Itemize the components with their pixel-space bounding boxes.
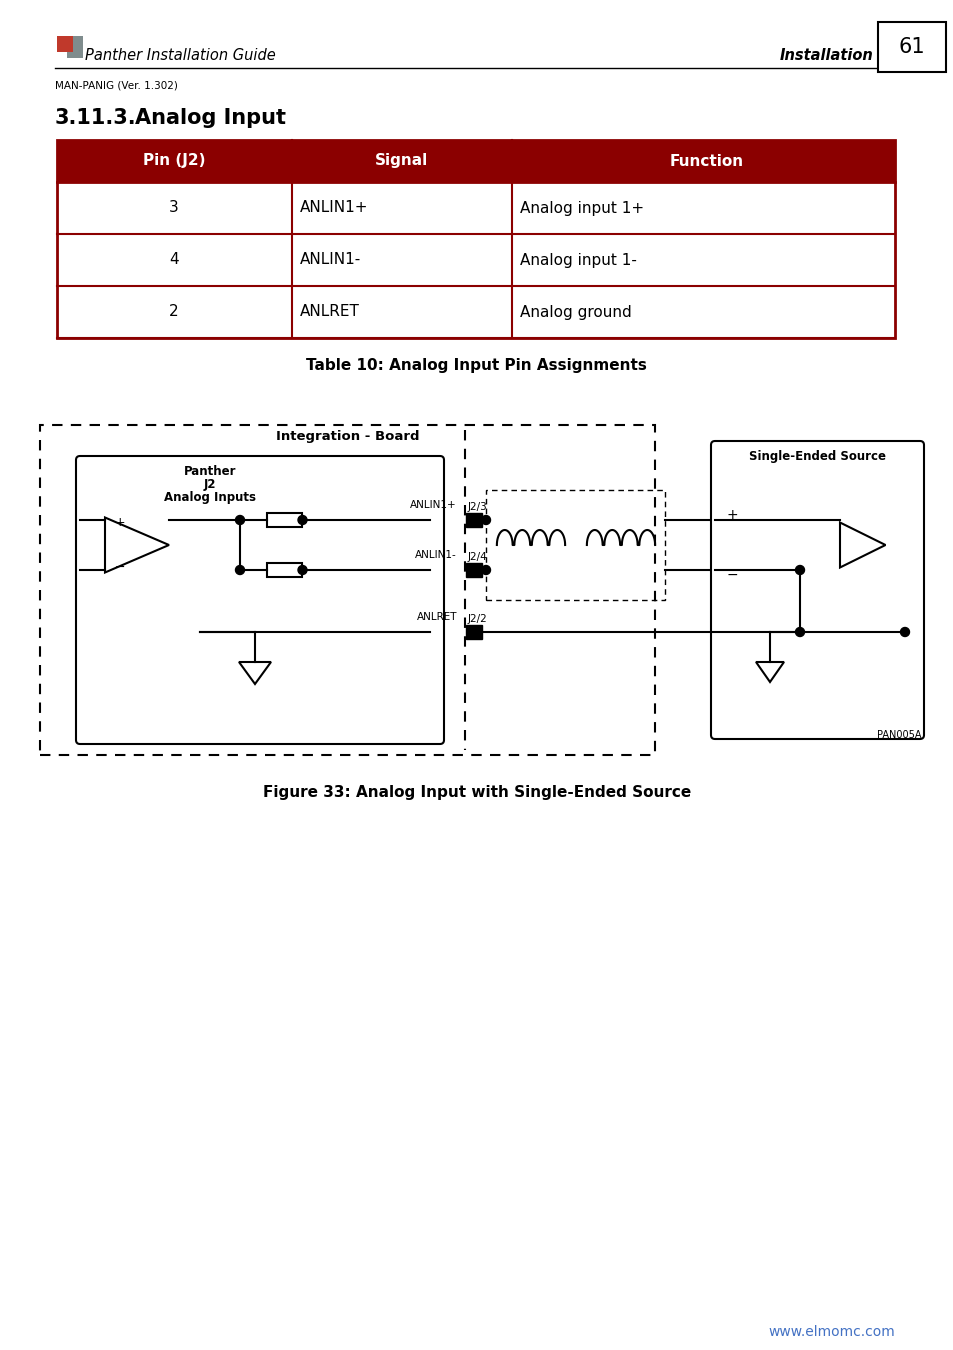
Bar — [465, 625, 481, 639]
Text: 61: 61 — [898, 36, 924, 57]
Text: Analog input 1+: Analog input 1+ — [519, 201, 643, 216]
Text: J2: J2 — [204, 478, 216, 491]
Text: Pin (J2): Pin (J2) — [143, 154, 205, 169]
Text: 3.11.3.: 3.11.3. — [55, 108, 136, 128]
Bar — [57, 182, 894, 234]
Circle shape — [795, 628, 803, 636]
Bar — [57, 234, 894, 286]
Text: Panther Installation Guide: Panther Installation Guide — [85, 47, 275, 62]
Bar — [57, 286, 894, 338]
Text: J2/4: J2/4 — [468, 552, 487, 562]
Bar — [67, 36, 83, 58]
Text: 3: 3 — [169, 201, 178, 216]
Text: J2/2: J2/2 — [468, 614, 487, 624]
Bar — [267, 513, 302, 526]
Bar — [465, 563, 481, 576]
Text: Signal: Signal — [375, 154, 428, 169]
Bar — [57, 140, 894, 182]
Text: Single-Ended Source: Single-Ended Source — [748, 450, 885, 463]
Text: Installation: Installation — [780, 47, 873, 62]
Circle shape — [235, 566, 244, 575]
Text: ANLIN1+: ANLIN1+ — [299, 201, 368, 216]
Text: ANLIN1+: ANLIN1+ — [410, 500, 456, 510]
Text: ANLRET: ANLRET — [299, 305, 359, 320]
Text: Integration - Board: Integration - Board — [275, 431, 418, 443]
Text: +: + — [726, 508, 738, 522]
Circle shape — [297, 566, 307, 575]
Circle shape — [481, 566, 490, 575]
Text: www.elmomc.com: www.elmomc.com — [767, 1324, 894, 1339]
Bar — [485, 490, 664, 599]
Bar — [57, 140, 894, 338]
Text: ANLIN1-: ANLIN1- — [415, 549, 456, 560]
Text: Function: Function — [669, 154, 743, 169]
Circle shape — [297, 516, 307, 525]
Bar — [57, 36, 73, 53]
Circle shape — [900, 628, 908, 636]
Text: Panther: Panther — [184, 464, 236, 478]
Text: Analog ground: Analog ground — [519, 305, 631, 320]
Text: Analog Inputs: Analog Inputs — [164, 491, 255, 504]
Text: PAN005A: PAN005A — [877, 730, 921, 740]
Text: 2: 2 — [169, 305, 178, 320]
Bar — [40, 425, 655, 755]
Text: Figure 33: Analog Input with Single-Ended Source: Figure 33: Analog Input with Single-Ende… — [263, 784, 690, 801]
Text: +: + — [114, 517, 125, 529]
Text: 4: 4 — [169, 252, 178, 267]
Bar — [267, 563, 302, 576]
Bar — [465, 513, 481, 526]
Circle shape — [481, 516, 490, 525]
Text: Analog input 1-: Analog input 1- — [519, 252, 637, 267]
Circle shape — [795, 566, 803, 575]
Text: −: − — [726, 568, 738, 582]
Text: ANLRET: ANLRET — [416, 612, 456, 622]
Text: ANLIN1-: ANLIN1- — [299, 252, 361, 267]
Text: MAN-PANIG (Ver. 1.302): MAN-PANIG (Ver. 1.302) — [55, 80, 177, 90]
Text: −: − — [114, 560, 125, 574]
Text: J2/3: J2/3 — [468, 502, 487, 512]
Circle shape — [235, 516, 244, 525]
Bar — [877, 22, 945, 72]
Text: Table 10: Analog Input Pin Assignments: Table 10: Analog Input Pin Assignments — [305, 358, 646, 373]
Text: Analog Input: Analog Input — [135, 108, 286, 128]
